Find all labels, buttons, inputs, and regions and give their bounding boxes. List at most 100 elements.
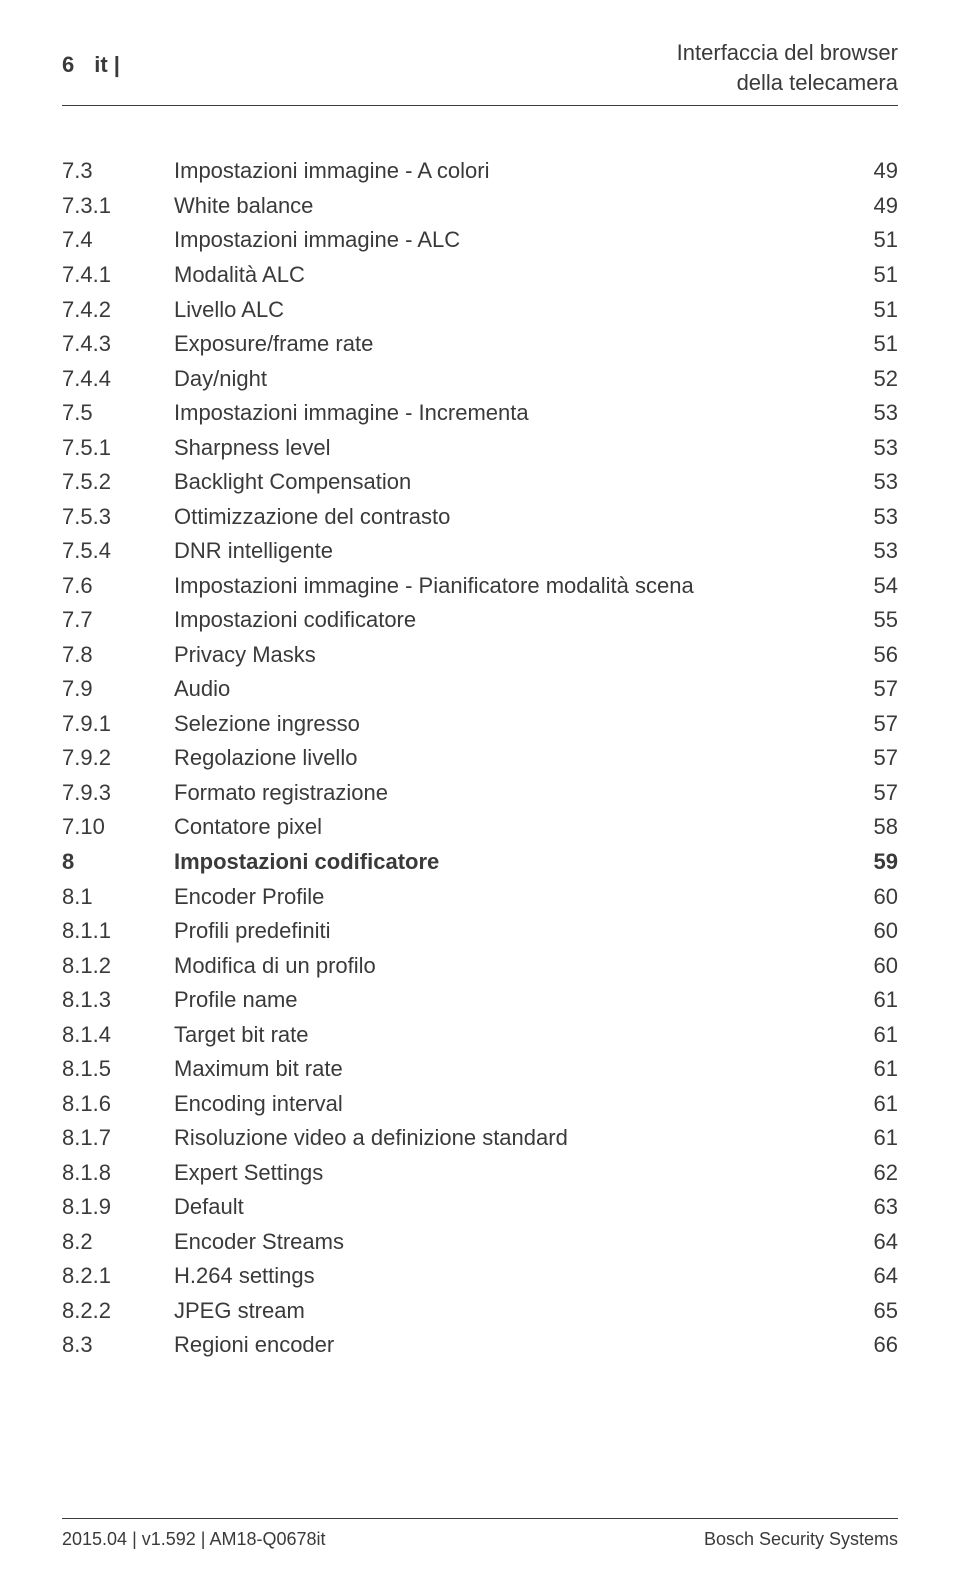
toc-section-number: 7.5.1 xyxy=(62,431,174,466)
toc-section-title: Profili predefiniti xyxy=(174,914,838,949)
toc-section-number: 7.3 xyxy=(62,154,174,189)
toc-page-number: 53 xyxy=(838,431,898,466)
toc-section-title: Privacy Masks xyxy=(174,638,838,673)
toc-row: 8.2.1H.264 settings64 xyxy=(62,1259,898,1294)
toc-page-number: 61 xyxy=(838,1052,898,1087)
header-title-line1: Interfaccia del browser xyxy=(677,38,898,68)
toc-row: 7.9.2Regolazione livello57 xyxy=(62,741,898,776)
toc-page-number: 49 xyxy=(838,189,898,224)
page-number: 6 xyxy=(62,52,74,78)
toc-page-number: 51 xyxy=(838,258,898,293)
toc-section-number: 7.5.3 xyxy=(62,500,174,535)
page-footer: 2015.04 | v1.592 | AM18-Q0678it Bosch Se… xyxy=(62,1518,898,1550)
toc-row: 7.4.3Exposure/frame rate51 xyxy=(62,327,898,362)
toc-row: 7.7Impostazioni codificatore55 xyxy=(62,603,898,638)
toc-page-number: 53 xyxy=(838,534,898,569)
toc-row: 7.9.3Formato registrazione57 xyxy=(62,776,898,811)
toc-page-number: 49 xyxy=(838,154,898,189)
toc-section-title: Livello ALC xyxy=(174,293,838,328)
toc-section-number: 7.5 xyxy=(62,396,174,431)
toc-row: 8.1.5Maximum bit rate61 xyxy=(62,1052,898,1087)
toc-section-number: 7.6 xyxy=(62,569,174,604)
toc-page-number: 62 xyxy=(838,1156,898,1191)
toc-page-number: 54 xyxy=(838,569,898,604)
toc-page-number: 53 xyxy=(838,396,898,431)
toc-row: 7.9Audio57 xyxy=(62,672,898,707)
footer-left: 2015.04 | v1.592 | AM18-Q0678it xyxy=(62,1529,326,1550)
toc-section-number: 8.2 xyxy=(62,1225,174,1260)
toc-section-title: Encoder Profile xyxy=(174,880,838,915)
toc-row: 7.5.3Ottimizzazione del contrasto53 xyxy=(62,500,898,535)
toc-section-title: Sharpness level xyxy=(174,431,838,466)
toc-row: 8.1.4Target bit rate61 xyxy=(62,1018,898,1053)
toc-row: 7.3.1White balance49 xyxy=(62,189,898,224)
footer-right: Bosch Security Systems xyxy=(704,1529,898,1550)
table-of-contents: 7.3Impostazioni immagine - A colori497.3… xyxy=(62,154,898,1363)
toc-page-number: 61 xyxy=(838,1121,898,1156)
toc-section-title: Impostazioni immagine - A colori xyxy=(174,154,838,189)
toc-page-number: 66 xyxy=(838,1328,898,1363)
toc-row: 7.4.4Day/night52 xyxy=(62,362,898,397)
toc-page-number: 53 xyxy=(838,500,898,535)
toc-section-title: Backlight Compensation xyxy=(174,465,838,500)
toc-page-number: 57 xyxy=(838,776,898,811)
toc-section-title: Encoder Streams xyxy=(174,1225,838,1260)
toc-section-number: 8.1.2 xyxy=(62,949,174,984)
toc-row: 7.8Privacy Masks56 xyxy=(62,638,898,673)
toc-section-title: Day/night xyxy=(174,362,838,397)
toc-section-number: 7.9.3 xyxy=(62,776,174,811)
toc-section-title: Impostazioni codificatore xyxy=(174,603,838,638)
toc-section-title: Encoding interval xyxy=(174,1087,838,1122)
toc-section-number: 8.1.8 xyxy=(62,1156,174,1191)
toc-page-number: 61 xyxy=(838,983,898,1018)
header-title: Interfaccia del browser della telecamera xyxy=(677,38,898,97)
toc-section-number: 8.1.1 xyxy=(62,914,174,949)
toc-section-number: 8.2.1 xyxy=(62,1259,174,1294)
toc-page-number: 51 xyxy=(838,327,898,362)
toc-section-title: Profile name xyxy=(174,983,838,1018)
toc-section-number: 7.4.4 xyxy=(62,362,174,397)
toc-page-number: 60 xyxy=(838,949,898,984)
page-content: 6 it | Interfaccia del browser della tel… xyxy=(0,0,960,1363)
toc-section-number: 8.1.9 xyxy=(62,1190,174,1225)
toc-row: 7.5.4DNR intelligente53 xyxy=(62,534,898,569)
toc-row: 8.1.6Encoding interval61 xyxy=(62,1087,898,1122)
toc-section-title: DNR intelligente xyxy=(174,534,838,569)
lang-label: it | xyxy=(94,52,120,78)
toc-section-number: 8.1.6 xyxy=(62,1087,174,1122)
toc-section-title: Regioni encoder xyxy=(174,1328,838,1363)
toc-section-number: 8.1.7 xyxy=(62,1121,174,1156)
toc-row: 8.1.7Risoluzione video a definizione sta… xyxy=(62,1121,898,1156)
toc-row: 7.10Contatore pixel58 xyxy=(62,810,898,845)
toc-section-title: Impostazioni immagine - Pianificatore mo… xyxy=(174,569,838,604)
toc-row: 7.3Impostazioni immagine - A colori49 xyxy=(62,154,898,189)
toc-page-number: 53 xyxy=(838,465,898,500)
toc-section-number: 7.9 xyxy=(62,672,174,707)
toc-page-number: 57 xyxy=(838,707,898,742)
toc-page-number: 58 xyxy=(838,810,898,845)
toc-section-title: Regolazione livello xyxy=(174,741,838,776)
toc-section-number: 7.4.3 xyxy=(62,327,174,362)
toc-page-number: 51 xyxy=(838,223,898,258)
toc-row: 7.5.2Backlight Compensation53 xyxy=(62,465,898,500)
toc-page-number: 61 xyxy=(838,1018,898,1053)
toc-section-title: Contatore pixel xyxy=(174,810,838,845)
toc-row: 7.4.2Livello ALC51 xyxy=(62,293,898,328)
toc-section-title: Selezione ingresso xyxy=(174,707,838,742)
toc-section-number: 8.1 xyxy=(62,880,174,915)
toc-section-title: JPEG stream xyxy=(174,1294,838,1329)
toc-row: 8.1.8Expert Settings62 xyxy=(62,1156,898,1191)
toc-section-number: 8.3 xyxy=(62,1328,174,1363)
toc-row: 7.5.1Sharpness level53 xyxy=(62,431,898,466)
toc-page-number: 51 xyxy=(838,293,898,328)
toc-page-number: 64 xyxy=(838,1259,898,1294)
toc-page-number: 60 xyxy=(838,914,898,949)
toc-row: 8.2Encoder Streams64 xyxy=(62,1225,898,1260)
header-left: 6 it | xyxy=(62,38,120,78)
toc-row: 7.9.1Selezione ingresso57 xyxy=(62,707,898,742)
toc-section-number: 7.9.2 xyxy=(62,741,174,776)
toc-section-number: 7.4.1 xyxy=(62,258,174,293)
toc-row: 8.1.3Profile name61 xyxy=(62,983,898,1018)
toc-page-number: 65 xyxy=(838,1294,898,1329)
toc-page-number: 61 xyxy=(838,1087,898,1122)
